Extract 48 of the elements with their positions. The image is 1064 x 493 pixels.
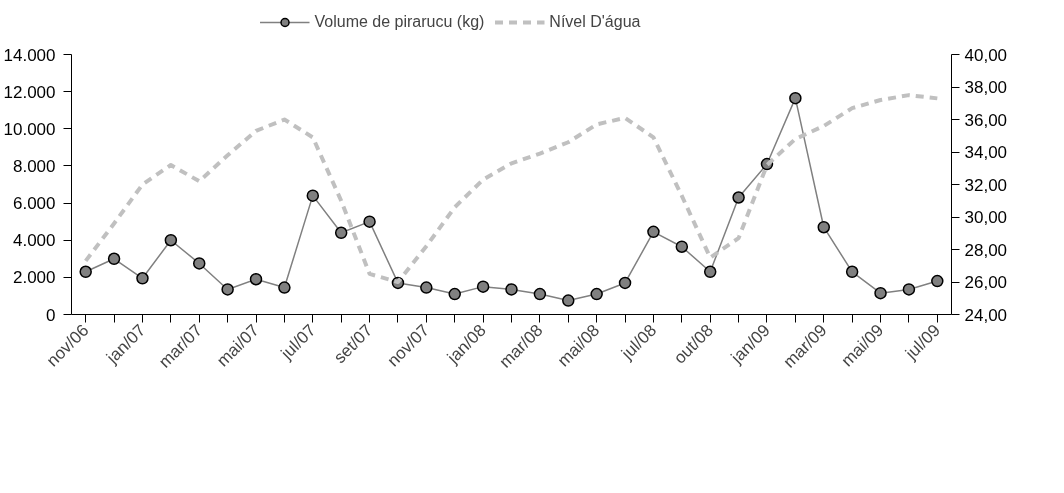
point [334,226,348,240]
y2-tick-label: 36,00 [964,110,1008,130]
point [590,287,603,301]
point [363,215,376,228]
point [107,252,121,266]
point [505,283,518,296]
point [164,233,178,247]
y2-tick-label: 28,00 [964,240,1008,260]
point [647,225,660,239]
point [562,294,575,307]
point [874,286,887,300]
point [703,265,717,279]
point [306,189,320,202]
legend-label: Nível D'água [549,13,641,31]
point [817,220,831,234]
point [675,240,689,253]
y2-tick-label: 38,00 [964,78,1008,97]
point [79,265,92,279]
y-tick-label: 2.000 [12,268,56,288]
y-tick-label: 10.000 [3,119,56,139]
point [249,272,263,286]
legend-label: Volume de pirarucu (kg) [314,13,485,31]
point [192,257,206,270]
point [476,280,490,293]
point [845,265,859,279]
y-tick-label: 4.000 [12,231,56,251]
y2-tick-label: 40,00 [964,45,1008,65]
y-tick-label: 8.000 [12,156,56,176]
point [902,283,916,296]
point [618,276,632,290]
y2-tick-label: 24,00 [964,305,1008,325]
y-tick-label: 12.000 [3,82,56,102]
y-tick-label: 6.000 [12,194,56,214]
y2-tick-label: 30,00 [964,208,1008,227]
point [448,287,461,301]
y2-tick-label: 26,00 [964,273,1008,292]
y2-tick-label: 32,00 [964,175,1008,195]
point [789,91,802,105]
y-tick-label: 0 [46,305,56,325]
y-tick-label: 14.000 [3,45,56,65]
point [136,272,149,285]
point [533,287,547,301]
point [221,283,234,296]
point [931,274,944,288]
point [420,281,433,294]
y2-tick-label: 34,00 [964,143,1008,162]
point [278,281,291,294]
point [732,191,745,204]
